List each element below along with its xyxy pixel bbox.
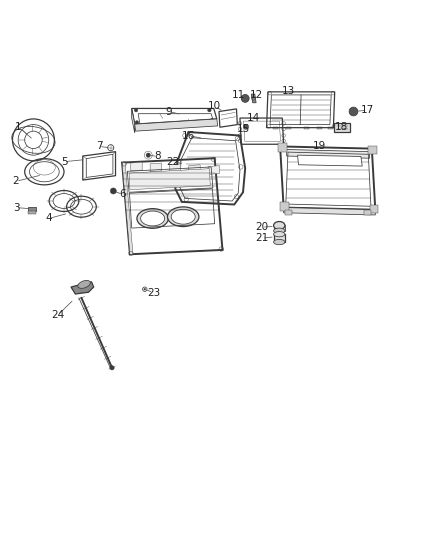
Polygon shape — [364, 210, 371, 215]
Circle shape — [208, 108, 211, 112]
Text: 10: 10 — [208, 101, 221, 111]
Text: 7: 7 — [95, 141, 102, 151]
Polygon shape — [132, 108, 135, 133]
Circle shape — [244, 124, 249, 130]
Ellipse shape — [274, 239, 285, 245]
Bar — [278, 143, 287, 152]
Polygon shape — [189, 165, 200, 174]
Ellipse shape — [274, 231, 285, 237]
Text: 4: 4 — [46, 214, 52, 223]
Text: 20: 20 — [255, 222, 268, 232]
Circle shape — [134, 108, 138, 112]
Polygon shape — [284, 207, 375, 215]
Text: 14: 14 — [247, 113, 261, 123]
Circle shape — [210, 118, 214, 122]
Text: 13: 13 — [282, 85, 296, 95]
Text: 19: 19 — [313, 141, 326, 151]
Text: 6: 6 — [120, 189, 126, 199]
Text: 15: 15 — [237, 124, 250, 134]
Text: 3: 3 — [13, 203, 19, 213]
Bar — [328, 127, 333, 130]
Text: 9: 9 — [166, 107, 172, 117]
Circle shape — [146, 153, 150, 157]
Polygon shape — [129, 169, 210, 190]
Circle shape — [110, 188, 117, 194]
Circle shape — [349, 107, 358, 116]
Ellipse shape — [78, 280, 90, 288]
Ellipse shape — [137, 208, 168, 228]
Bar — [28, 207, 36, 211]
Polygon shape — [251, 94, 256, 103]
Polygon shape — [287, 149, 370, 158]
Ellipse shape — [167, 207, 199, 227]
Ellipse shape — [171, 209, 195, 224]
Circle shape — [241, 94, 249, 102]
Bar — [274, 234, 285, 242]
Bar — [304, 127, 309, 130]
Text: 8: 8 — [155, 151, 161, 161]
Text: 23: 23 — [147, 288, 160, 298]
Ellipse shape — [141, 211, 165, 226]
Bar — [286, 127, 291, 130]
Bar — [370, 205, 378, 213]
Text: 22: 22 — [166, 157, 180, 167]
Bar — [273, 127, 279, 130]
Text: 21: 21 — [255, 233, 268, 243]
Text: 2: 2 — [13, 176, 19, 187]
Text: 1: 1 — [15, 122, 21, 132]
Polygon shape — [286, 210, 292, 215]
Polygon shape — [135, 119, 218, 131]
Circle shape — [110, 366, 114, 370]
Polygon shape — [297, 155, 362, 166]
Polygon shape — [122, 163, 133, 254]
Circle shape — [135, 120, 139, 124]
Bar — [368, 146, 377, 154]
Polygon shape — [150, 163, 162, 172]
Polygon shape — [208, 166, 219, 174]
Bar — [280, 203, 289, 211]
Text: 17: 17 — [361, 105, 374, 115]
Polygon shape — [334, 123, 350, 132]
Circle shape — [144, 288, 146, 290]
Text: 5: 5 — [61, 157, 67, 167]
Text: 16: 16 — [182, 131, 195, 141]
Polygon shape — [71, 282, 94, 294]
Polygon shape — [170, 164, 181, 173]
Text: 12: 12 — [250, 90, 263, 100]
Text: 11: 11 — [232, 90, 245, 100]
Bar — [28, 211, 36, 214]
Text: 18: 18 — [335, 122, 348, 132]
Text: 24: 24 — [51, 310, 64, 320]
Bar — [274, 225, 285, 231]
Ellipse shape — [274, 222, 285, 229]
Ellipse shape — [274, 228, 285, 233]
Bar — [317, 127, 322, 130]
Polygon shape — [131, 162, 142, 171]
